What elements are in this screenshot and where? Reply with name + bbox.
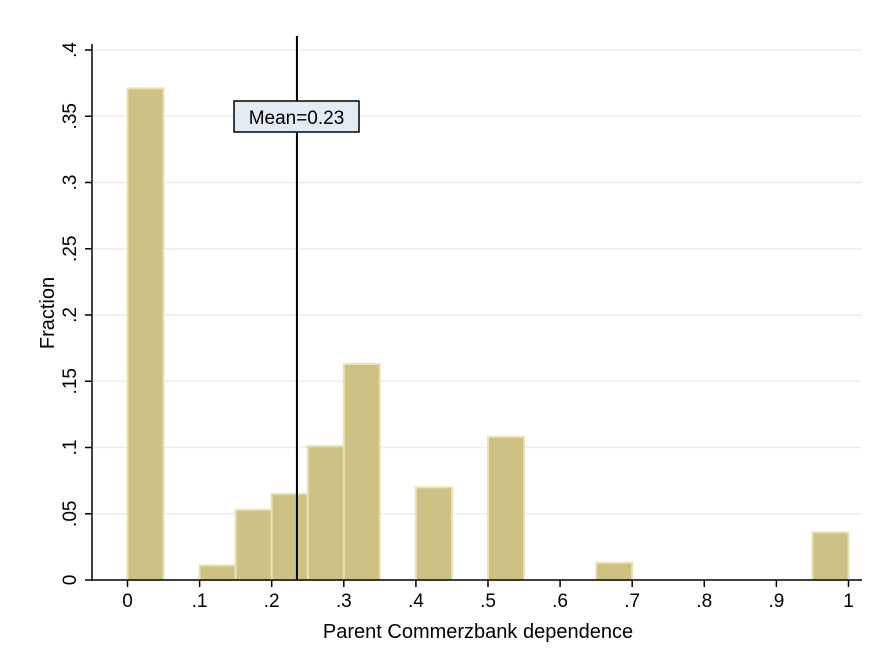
grid-lines [92,49,862,515]
histogram-bar [595,561,634,582]
y-axis-title: Fraction [37,277,59,349]
x-tick-label: .4 [408,591,424,612]
histogram-bar [811,531,850,581]
y-tick-label: .1 [60,440,81,456]
x-tick-label: .3 [336,591,352,612]
x-tick-label: .6 [552,591,568,612]
y-tick-label: 0 [60,575,81,586]
histogram-bar [270,492,309,581]
histogram-bar [342,363,381,581]
x-tick-label: 0 [122,591,133,612]
y-tick-label: .2 [60,307,81,323]
y-tick-label: .15 [60,368,81,394]
y-tick-label: .4 [60,42,81,58]
x-tick-label: 1 [843,591,854,612]
x-tick-label: .1 [192,591,208,612]
histogram-bar [234,508,273,581]
histogram-bars [126,87,850,582]
histogram-bar [306,445,345,581]
x-tick-label: .2 [264,591,280,612]
y-tick-label: .35 [60,103,81,129]
mean-label: Mean=0.23 [249,108,345,129]
y-tick-label: .25 [60,236,81,262]
x-tick-label: .9 [768,591,784,612]
axes: 0 .05 .1 .15 .2 .25 .3 .35 .4 0 .1 .2 .3 .4 .5 .6 .7 .8 .9… [60,42,862,612]
histogram-bar [487,435,526,581]
mean-annotation: Mean=0.23 [233,36,360,580]
y-tick-label: .05 [60,501,81,527]
y-tick-label: .3 [60,175,81,191]
mean-label-box [233,100,360,133]
histogram-bar [198,564,237,581]
histogram-bar [414,486,453,581]
x-tick-label: .8 [696,591,712,612]
x-axis-title: Parent Commerzbank dependence [323,621,633,643]
x-tick-label: .7 [624,591,640,612]
histogram-bar [126,87,165,582]
x-tick-label: .5 [480,591,496,612]
